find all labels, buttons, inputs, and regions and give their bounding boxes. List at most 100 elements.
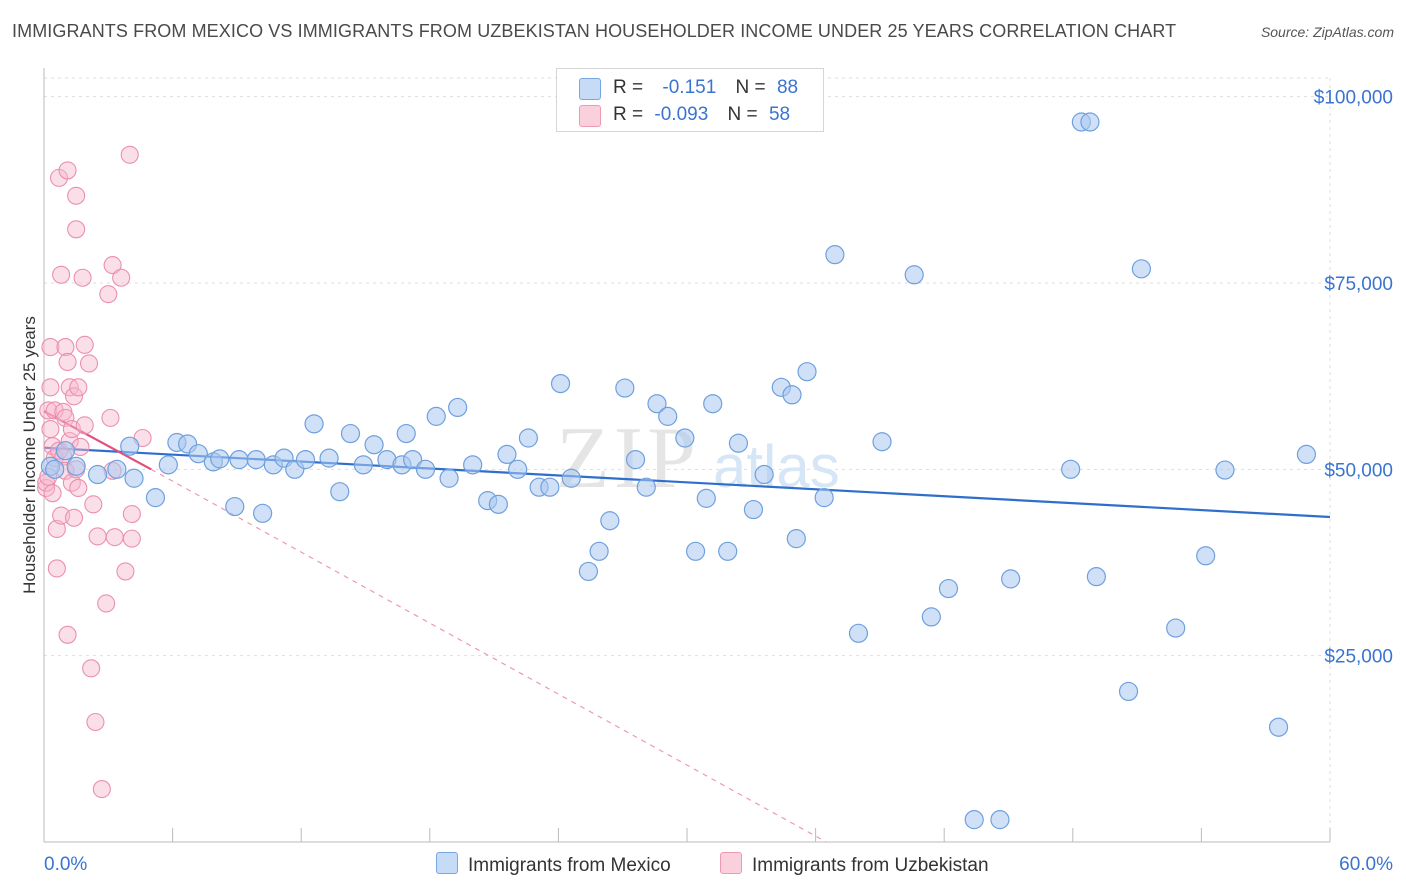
legend-r-label: R = — [613, 77, 644, 98]
mexico-point — [188, 444, 208, 464]
mexico-point — [508, 459, 528, 479]
uzbekistan-point — [56, 408, 75, 427]
uzbekistan-point — [58, 625, 77, 644]
mexico-point — [1061, 459, 1081, 479]
mexico-point — [636, 477, 656, 497]
uzbekistan-point — [79, 354, 99, 373]
y-axis-label: Householder Income Under 25 years — [20, 316, 39, 594]
uzbekistan-point — [101, 408, 120, 427]
mexico-point — [561, 468, 581, 488]
mexico-point — [295, 450, 316, 470]
uzbekistan-point — [39, 401, 58, 420]
mexico-point — [797, 362, 817, 382]
mexico-point — [340, 423, 361, 444]
mexico-point — [685, 541, 706, 561]
mexico-point — [589, 541, 609, 561]
mexico-point — [107, 459, 127, 479]
mexico-point — [675, 428, 695, 448]
mexico-point — [647, 394, 667, 414]
mexico-point — [225, 496, 245, 517]
uzbekistan-point — [86, 712, 105, 732]
mexico-point — [319, 448, 339, 468]
mexico-point — [658, 406, 678, 426]
mexico-point — [66, 456, 86, 476]
mexico-point — [488, 494, 508, 514]
mexico-point — [448, 397, 468, 418]
mexico-point — [124, 468, 144, 488]
bottom-legend-uzbekistan: Immigrants from Uzbekistan — [720, 852, 989, 877]
legend-n-label: N = — [735, 77, 766, 98]
uzbekistan-point — [120, 145, 139, 164]
mexico-point — [990, 810, 1010, 830]
uzbekistan-point — [67, 186, 86, 205]
uzbekistan-point — [92, 780, 111, 799]
uzbekistan-point — [67, 220, 86, 239]
mexico-point — [1118, 681, 1139, 702]
mexico-point — [754, 464, 774, 485]
mexico-point — [625, 450, 646, 470]
mexico-point — [728, 433, 749, 453]
mexico-point — [872, 432, 892, 452]
mexico-point — [1268, 717, 1289, 737]
bottom-legend-label-mexico: Immigrants from Mexico — [468, 855, 671, 876]
uzbekistan-point — [122, 504, 141, 524]
uzbekistan-point — [58, 352, 77, 372]
mexico-point — [1215, 460, 1235, 480]
uzbekistan-point — [47, 559, 66, 578]
uzbekistan-point — [105, 528, 124, 547]
mexico-point — [45, 459, 65, 479]
mexico-point — [848, 623, 869, 643]
mexico-point — [304, 414, 324, 434]
mexico-point — [814, 488, 834, 508]
mexico-point — [786, 529, 806, 549]
axes — [43, 68, 1331, 843]
mexico-point — [600, 511, 620, 531]
mexico-point — [703, 394, 723, 414]
x-tick-label-max: 60.0% — [1339, 854, 1393, 875]
legend-r-label: R = — [613, 104, 644, 125]
mexico-point — [696, 488, 716, 508]
uzbekistan-point — [112, 268, 131, 287]
uzbekistan-trend-line — [43, 410, 152, 471]
mexico-point — [439, 468, 459, 488]
mexico-point — [921, 607, 941, 627]
bottom-legend-mexico: Immigrants from Mexico — [436, 852, 671, 877]
mexico-point — [364, 435, 384, 455]
mexico-point — [782, 385, 802, 405]
uzbekistan-trend-extension — [150, 468, 827, 843]
legend-r-value-mexico: -0.151 — [662, 77, 717, 98]
uzbekistan-point — [41, 378, 60, 397]
uzbekistan-point — [116, 562, 135, 581]
mexico-point — [938, 578, 959, 599]
uzbekistan-point — [69, 478, 88, 498]
mexico-point — [330, 482, 350, 502]
mexico-point — [578, 561, 599, 582]
mexico-point — [145, 488, 166, 508]
legend-swatch-mexico — [579, 78, 601, 100]
mexico-point — [1086, 567, 1106, 587]
mexico-point — [518, 428, 538, 448]
mexico-point — [246, 450, 266, 470]
uzbekistan-point — [64, 387, 84, 406]
uzbekistan-point — [82, 659, 101, 678]
uzbekistan-point — [122, 529, 141, 548]
mexico-point — [615, 378, 635, 398]
mexico-point — [426, 406, 446, 426]
y-tick-label: $25,000 — [1324, 647, 1393, 668]
legend-swatch-uzbekistan — [579, 105, 601, 127]
mexico-point — [550, 374, 571, 394]
uzbekistan-point — [41, 338, 60, 357]
watermark: ZIP atlas — [556, 410, 840, 507]
uzbekistan-point — [41, 420, 60, 439]
y-tick-label: $50,000 — [1324, 460, 1393, 481]
mexico-point — [540, 477, 560, 497]
x-tick-label-min: 0.0% — [44, 854, 87, 875]
uzbekistan-point — [75, 335, 94, 354]
legend-r-value-uzbekistan: -0.093 — [654, 104, 709, 125]
uzbekistan-point — [56, 338, 75, 357]
uzbekistan-point — [97, 594, 116, 613]
watermark-zip: ZIP — [556, 410, 700, 507]
mexico-point — [463, 455, 483, 475]
mexico-point — [1296, 444, 1317, 465]
